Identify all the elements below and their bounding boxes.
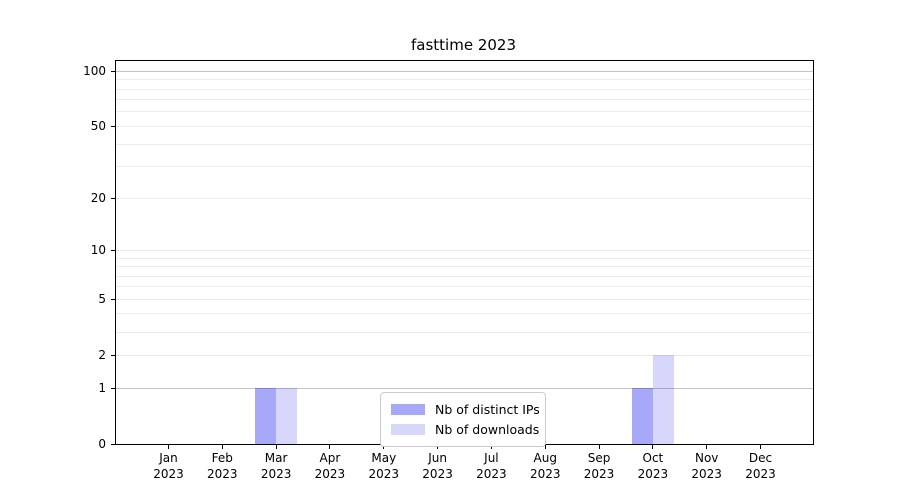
- minor-gridline: [116, 275, 813, 277]
- x-tick-label: Oct 2023: [637, 451, 669, 481]
- minor-gridline: [116, 313, 813, 315]
- major-gridline: [116, 70, 813, 72]
- minor-gridline: [116, 257, 813, 259]
- x-tick-label: Nov 2023: [691, 451, 722, 481]
- minor-gridline: [116, 99, 813, 101]
- major-gridline: [116, 387, 813, 389]
- minor-gridline: [116, 331, 813, 333]
- y-tick-label: 100: [83, 64, 106, 79]
- x-tick-label: Jun 2023: [422, 451, 453, 481]
- x-tick-mark: [329, 445, 331, 449]
- x-tick-label: Apr 2023: [314, 451, 346, 481]
- y-tick-label: 2: [98, 348, 106, 363]
- chart-title: fasttime 2023: [411, 36, 516, 54]
- x-tick-mark: [221, 445, 223, 449]
- x-tick-label: Mar 2023: [260, 451, 292, 481]
- x-tick-mark: [544, 445, 546, 449]
- x-tick-label: May 2023: [368, 451, 400, 481]
- y-tick-mark: [111, 249, 115, 251]
- x-tick-mark: [760, 445, 762, 449]
- x-tick-label: Jan 2023: [153, 451, 184, 481]
- legend-swatch-downloads: [391, 423, 425, 435]
- y-tick-label: 1: [98, 381, 106, 395]
- y-tick-mark: [111, 125, 115, 127]
- plot-area: Nb of distinct IPs Nb of downloads 0 1 2 5 1…: [83, 60, 814, 481]
- x-tick-mark: [490, 445, 492, 449]
- minor-gridline: [116, 88, 813, 90]
- bar-distinct-ips: [255, 388, 277, 444]
- minor-gridline: [116, 143, 813, 145]
- major-gridline: [116, 354, 813, 356]
- legend-entry-downloads: Nb of downloads: [391, 419, 540, 439]
- x-tick-label: Feb 2023: [207, 451, 238, 481]
- bar-distinct-ips: [631, 388, 653, 444]
- y-tick-label: 5: [98, 292, 106, 307]
- x-tick-mark: [437, 445, 439, 449]
- y-tick-mark: [111, 443, 115, 445]
- x-tick-label: Aug 2023: [529, 451, 561, 481]
- x-tick-label: Dec 2023: [745, 451, 776, 481]
- minor-gridline: [116, 166, 813, 168]
- major-gridline: [116, 298, 813, 300]
- y-tick-mark: [111, 387, 115, 389]
- major-gridline: [116, 249, 813, 251]
- minor-gridline: [116, 266, 813, 267]
- y-tick-mark: [111, 354, 115, 356]
- bar-downloads: [276, 388, 298, 444]
- legend-label-downloads: Nb of downloads: [435, 421, 540, 437]
- legend-label-distinct-ips: Nb of distinct IPs: [435, 401, 540, 417]
- x-tick-label: Jul 2023: [476, 451, 507, 481]
- y-tick-label: 20: [90, 191, 106, 206]
- y-tick-label: 50: [90, 119, 106, 134]
- legend-swatch-distinct-ips: [391, 403, 425, 415]
- bar-downloads: [652, 355, 674, 444]
- y-tick-label: 0: [98, 437, 106, 451]
- legend-entry-distinct-ips: Nb of distinct IPs: [391, 399, 540, 419]
- legend: Nb of distinct IPs Nb of downloads: [380, 392, 546, 447]
- x-tick-mark: [275, 445, 277, 449]
- y-tick-mark: [111, 197, 115, 199]
- x-tick-mark: [706, 445, 708, 449]
- y-tick-mark: [111, 70, 115, 72]
- x-tick-label: Sep 2023: [583, 451, 615, 481]
- x-tick-mark: [167, 445, 169, 449]
- minor-gridline: [116, 111, 813, 113]
- x-tick-mark: [383, 445, 385, 449]
- y-tick-label: 10: [90, 243, 106, 258]
- minor-gridline: [116, 79, 813, 81]
- major-gridline: [116, 197, 813, 199]
- x-tick-mark: [652, 445, 654, 449]
- y-tick-mark: [111, 298, 115, 300]
- major-gridline: [116, 125, 813, 127]
- minor-gridline: [116, 286, 813, 288]
- x-tick-mark: [598, 445, 600, 449]
